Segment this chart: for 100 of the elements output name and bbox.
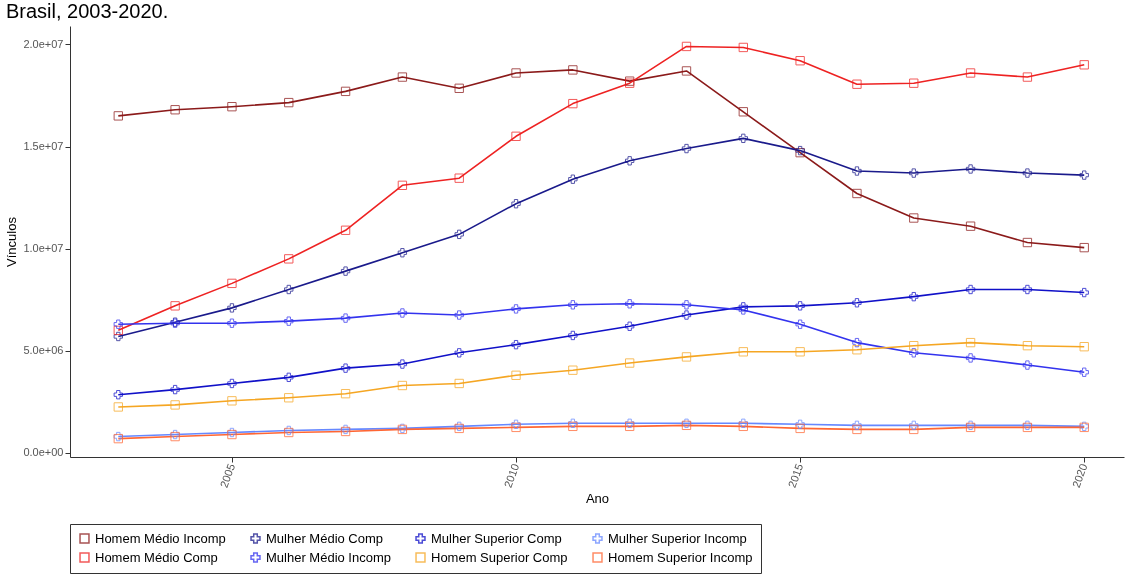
point [113,331,123,342]
x-axis-title: Ano [585,491,610,507]
point [681,66,692,76]
point [284,254,294,264]
point [284,284,294,295]
point [909,291,919,302]
point [284,97,294,108]
point [340,313,351,323]
legend-label: Homem Médio Comp [95,549,218,565]
point [170,400,180,410]
point [681,143,692,154]
point [113,402,123,412]
point [624,418,635,428]
point [965,337,976,348]
point [1022,340,1033,351]
point [738,42,748,53]
point [738,133,748,144]
point [965,221,976,231]
point [454,83,464,93]
point [227,303,237,313]
point [568,418,578,428]
point [795,347,805,357]
point [340,225,351,235]
point [852,345,862,355]
point [909,424,919,435]
point [284,372,294,383]
point [227,318,237,328]
point [454,229,464,240]
point [397,380,408,391]
point [227,396,237,406]
point [738,418,748,428]
point [681,300,692,310]
point [511,199,521,209]
point [397,72,408,82]
point [397,180,408,191]
point [965,284,976,295]
y-tick-label: 0.0e+00 [23,446,64,459]
point [113,111,123,121]
point [170,105,180,115]
point [1022,237,1033,248]
legend-label: Mulher Superior Comp [431,530,562,546]
point [909,78,919,88]
point [909,213,919,223]
point [340,86,351,97]
point [170,384,180,395]
point [1022,360,1033,370]
point [227,378,237,389]
point [1079,242,1089,253]
point [624,299,635,309]
point [738,107,748,117]
y-tick-label: 5.0e+06 [23,344,64,357]
point [227,278,237,289]
point [1022,72,1033,82]
chart-title: Brasil, 2003-2020. [5,0,169,22]
point [738,421,748,432]
point [454,348,464,358]
point [681,41,692,52]
point [965,353,976,363]
legend-label: Mulher Médio Incomp [266,549,391,565]
point [284,393,294,403]
point [511,370,521,380]
point [340,363,351,373]
point [454,173,464,183]
x-tick-label: 2020 [1069,462,1090,490]
point [454,310,464,320]
point [1022,168,1033,178]
point [568,330,578,341]
y-tick-label: 1.5e+07 [23,140,64,153]
point [568,365,578,375]
point [1022,284,1033,295]
point [795,419,805,429]
point [681,352,692,362]
point [1079,170,1089,180]
point [284,316,294,326]
point [681,310,692,320]
point [113,325,123,336]
point [568,98,578,109]
point [397,359,408,369]
x-tick-label: 2010 [501,462,522,490]
point [340,388,351,399]
point [454,378,464,389]
point [795,56,805,66]
point [1079,367,1089,377]
point [909,348,919,358]
y-tick-label: 1.0e+07 [23,242,64,255]
point [909,168,919,178]
point [965,164,976,174]
point [852,166,862,176]
point [624,358,635,368]
x-tick-label: 2015 [785,462,806,490]
point [227,102,237,112]
point [852,337,862,348]
point [965,68,976,78]
point [511,339,521,350]
point [170,301,180,311]
point [624,156,635,166]
legend-label: Mulher Superior Incomp [608,530,747,546]
point [511,304,521,314]
point [511,131,521,141]
point [511,68,521,78]
